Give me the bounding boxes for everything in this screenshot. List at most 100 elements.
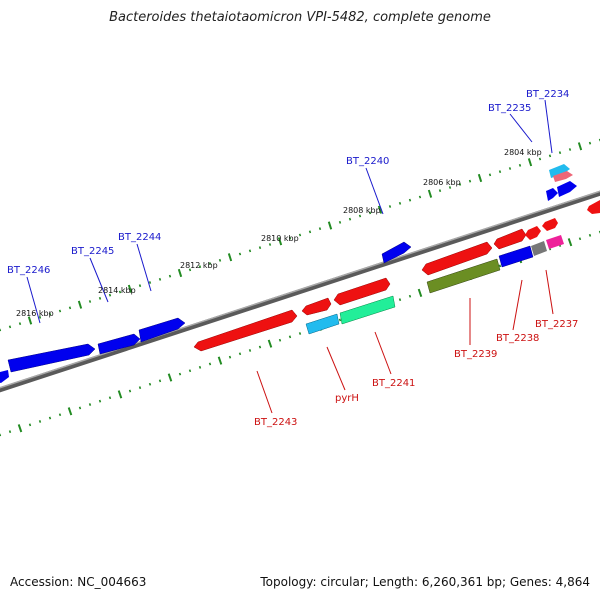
gene-feature[interactable]	[333, 277, 391, 306]
minor-tick	[8, 325, 12, 329]
gene-label-bt-2238[interactable]: BT_2238	[496, 333, 539, 344]
minor-tick	[148, 281, 152, 284]
minor-tick	[198, 365, 202, 369]
major-tick	[477, 173, 483, 183]
gene-feature[interactable]	[301, 297, 332, 316]
scale-label: 2812 kbp	[180, 261, 218, 270]
minor-tick	[448, 186, 452, 189]
gene-feature[interactable]	[546, 235, 564, 249]
minor-tick	[298, 233, 302, 237]
major-tick	[17, 424, 23, 433]
major-tick	[167, 373, 173, 382]
gene-label-bt-2235[interactable]: BT_2235	[488, 103, 531, 114]
gene-feature[interactable]	[0, 370, 9, 383]
minor-tick	[168, 274, 172, 278]
reverse-strand-features	[193, 200, 600, 352]
major-tick	[427, 189, 433, 198]
gene-label-bt-2234[interactable]: BT_2234	[526, 89, 569, 100]
minor-tick	[338, 220, 342, 224]
minor-tick	[98, 296, 102, 300]
minor-tick	[138, 386, 142, 390]
minor-tick	[288, 236, 292, 240]
minor-tick	[558, 151, 562, 155]
minor-tick	[388, 205, 392, 208]
scale-label: 2806 kbp	[423, 178, 461, 187]
minor-tick	[468, 179, 472, 183]
gene-feature[interactable]	[138, 317, 186, 343]
genome-backbone-highlight	[0, 190, 600, 389]
gene-feature[interactable]	[498, 245, 534, 268]
scale-label: 2816 kbp	[16, 309, 54, 318]
scale-label: 2808 kbp	[343, 206, 381, 215]
gene-label-pyrh[interactable]: pyrH	[335, 393, 359, 404]
accession-text: Accession: NC_004663	[10, 575, 147, 589]
major-tick	[27, 316, 33, 325]
major-tick	[267, 339, 273, 348]
minor-tick	[208, 262, 212, 265]
minor-tick	[538, 157, 542, 161]
minor-tick	[238, 252, 242, 256]
gene-feature[interactable]	[525, 226, 541, 240]
gene-label-bt-2243[interactable]: BT_2243	[254, 417, 297, 428]
minor-tick	[58, 309, 62, 313]
gene-feature[interactable]	[193, 309, 298, 352]
gene-feature[interactable]	[546, 188, 558, 201]
major-tick	[227, 253, 233, 262]
minor-tick	[398, 201, 402, 205]
minor-tick	[408, 198, 412, 202]
forward-strand-features	[0, 164, 577, 383]
gene-label-bt-2245[interactable]: BT_2245	[71, 246, 114, 257]
minor-tick	[68, 306, 72, 310]
gene-feature[interactable]	[339, 295, 396, 325]
minor-tick	[88, 300, 92, 303]
gene-label-bt-2237[interactable]: BT_2237	[535, 319, 578, 330]
major-tick	[77, 300, 83, 309]
gene-feature[interactable]	[97, 333, 141, 355]
gene-feature[interactable]	[493, 228, 527, 250]
gene-label-bt-2244[interactable]: BT_2244	[118, 232, 161, 243]
gene-feature[interactable]	[549, 164, 570, 178]
gene-feature[interactable]	[426, 258, 501, 294]
minor-tick	[8, 430, 12, 434]
gene-label-bt-2241[interactable]: BT_2241	[372, 378, 415, 389]
minor-tick	[248, 249, 252, 253]
minor-tick	[498, 170, 502, 174]
minor-tick	[38, 420, 42, 423]
scale-label: 2804 kbp	[504, 148, 542, 157]
minor-tick	[358, 214, 362, 218]
major-tick	[117, 390, 123, 399]
gene-label-bt-2246[interactable]: BT_2246	[7, 265, 50, 276]
minor-tick	[188, 369, 192, 373]
minor-tick	[308, 230, 312, 234]
minor-tick	[118, 290, 122, 294]
gene-feature[interactable]	[421, 241, 493, 276]
scale-label: 2814 kbp	[98, 286, 136, 295]
map-title: Bacteroides thetaiotaomicron VPI-5482, c…	[109, 10, 491, 25]
minor-tick	[418, 195, 422, 199]
minor-tick	[578, 237, 582, 241]
minor-tick	[588, 233, 592, 237]
upper-tick-track	[0, 138, 600, 332]
gene-feature[interactable]	[557, 181, 577, 197]
genome-summary-text: Topology: circular; Length: 6,260,361 bp…	[260, 575, 590, 589]
major-tick	[527, 158, 533, 167]
major-tick	[327, 221, 333, 230]
major-tick	[177, 268, 183, 278]
minor-tick	[108, 293, 112, 297]
gene-feature[interactable]	[553, 171, 573, 182]
minor-tick	[258, 345, 262, 349]
minor-tick	[158, 379, 162, 383]
gene-feature[interactable]	[7, 343, 96, 373]
minor-tick	[548, 154, 552, 158]
gene-feature[interactable]	[531, 241, 547, 256]
gene-feature[interactable]	[587, 200, 600, 214]
gene-feature[interactable]	[305, 313, 340, 335]
gene-feature[interactable]	[381, 241, 412, 264]
minor-tick	[128, 389, 132, 393]
major-tick	[67, 407, 73, 416]
gene-feature[interactable]	[542, 218, 558, 231]
gene-label-bt-2239[interactable]: BT_2239	[454, 349, 497, 360]
gene-label-bt-2240[interactable]: BT_2240	[346, 156, 389, 167]
minor-tick	[268, 243, 272, 246]
